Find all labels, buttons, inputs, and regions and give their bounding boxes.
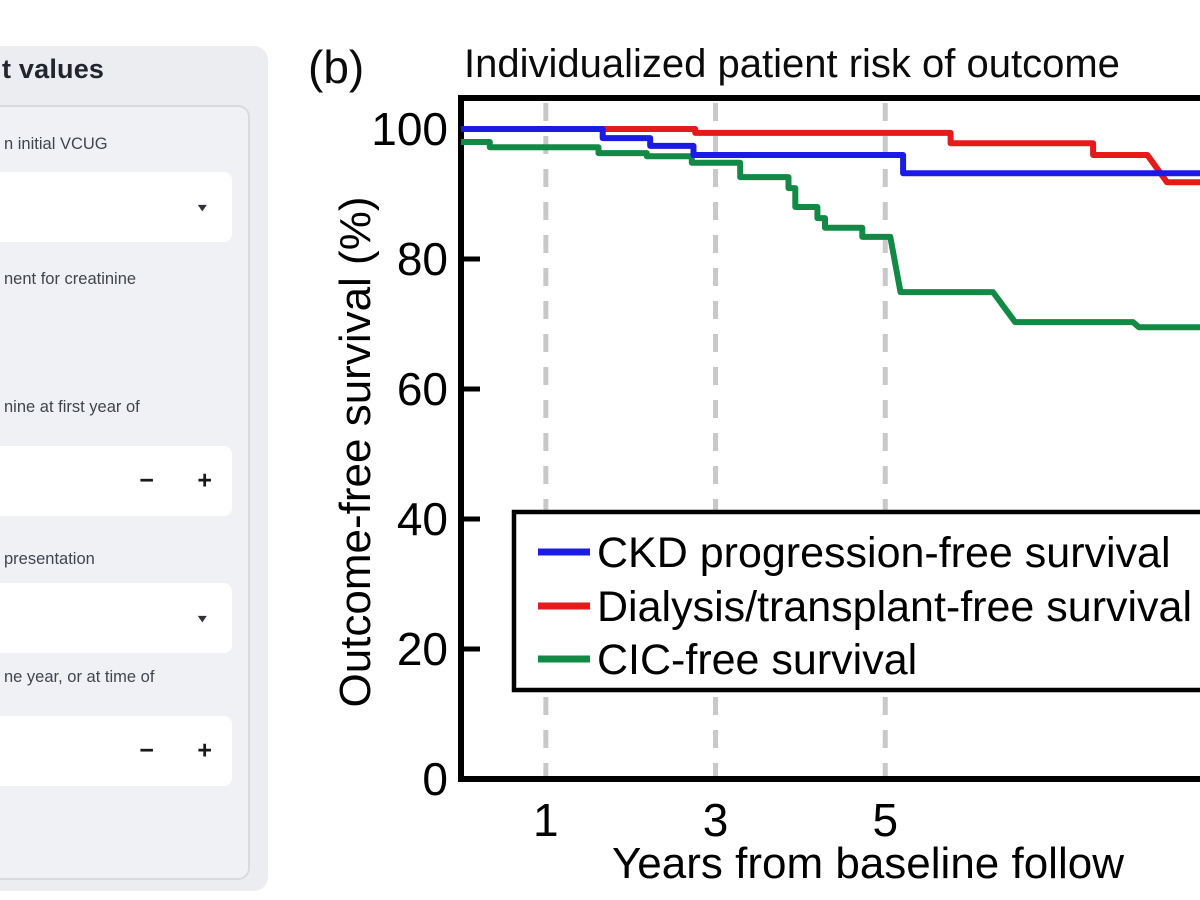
field-label: n initial VCUG [4, 135, 108, 153]
sidebar-card: n initial VCUG ▾ nent for creatinine nine a… [0, 105, 250, 880]
x-tick-label: 1 [533, 794, 559, 846]
series-cic-free-survival [461, 139, 1200, 331]
field-label: presentation [4, 550, 95, 568]
decrement-button[interactable]: − [139, 736, 154, 765]
y-tick-label: 40 [397, 493, 448, 545]
select-input[interactable]: ▾ [0, 583, 232, 653]
figure-panel-label: (b) [308, 41, 365, 93]
chevron-down-icon: ▾ [198, 610, 208, 626]
x-axis-label: Years from baseline follow [612, 839, 1124, 888]
field-label: nent for creatinine [4, 270, 137, 288]
y-tick-label: 60 [397, 363, 448, 415]
field-label: ne year, or at time of [4, 668, 155, 686]
chart-title: Individualized patient risk of outcome [464, 42, 1120, 86]
series-ckd-progression-free-survival [461, 126, 1200, 177]
legend-label: CKD progression-free survival [597, 529, 1171, 577]
sidebar-panel: t values n initial VCUG ▾ nent for creatin… [0, 46, 268, 891]
chevron-down-icon: ▾ [198, 199, 208, 215]
series-dialysis-transplant-free-survival [461, 126, 1200, 186]
x-tick-label: 3 [703, 794, 729, 846]
legend-label: CIC-free survival [597, 636, 917, 684]
increment-button[interactable]: + [197, 466, 212, 495]
legend-label: Dialysis/transplant-free survival [597, 583, 1192, 631]
increment-button[interactable]: + [197, 736, 212, 765]
y-tick-label: 20 [397, 623, 448, 675]
y-axis-label: Outcome-free survival (%) [331, 196, 380, 707]
numeric-input[interactable]: − + [0, 446, 232, 516]
plot-border [458, 95, 1200, 782]
decrement-button[interactable]: − [139, 466, 154, 495]
sidebar-title: t values [2, 54, 105, 84]
field-label: nine at first year of [4, 398, 140, 416]
y-tick-label: 100 [371, 103, 448, 155]
select-input[interactable]: ▾ [0, 172, 232, 242]
y-tick-label: 0 [422, 753, 448, 805]
legend-box [511, 509, 1200, 693]
x-tick-label: 5 [872, 794, 898, 846]
numeric-input[interactable]: − + [0, 716, 232, 786]
y-tick-label: 80 [397, 233, 448, 285]
